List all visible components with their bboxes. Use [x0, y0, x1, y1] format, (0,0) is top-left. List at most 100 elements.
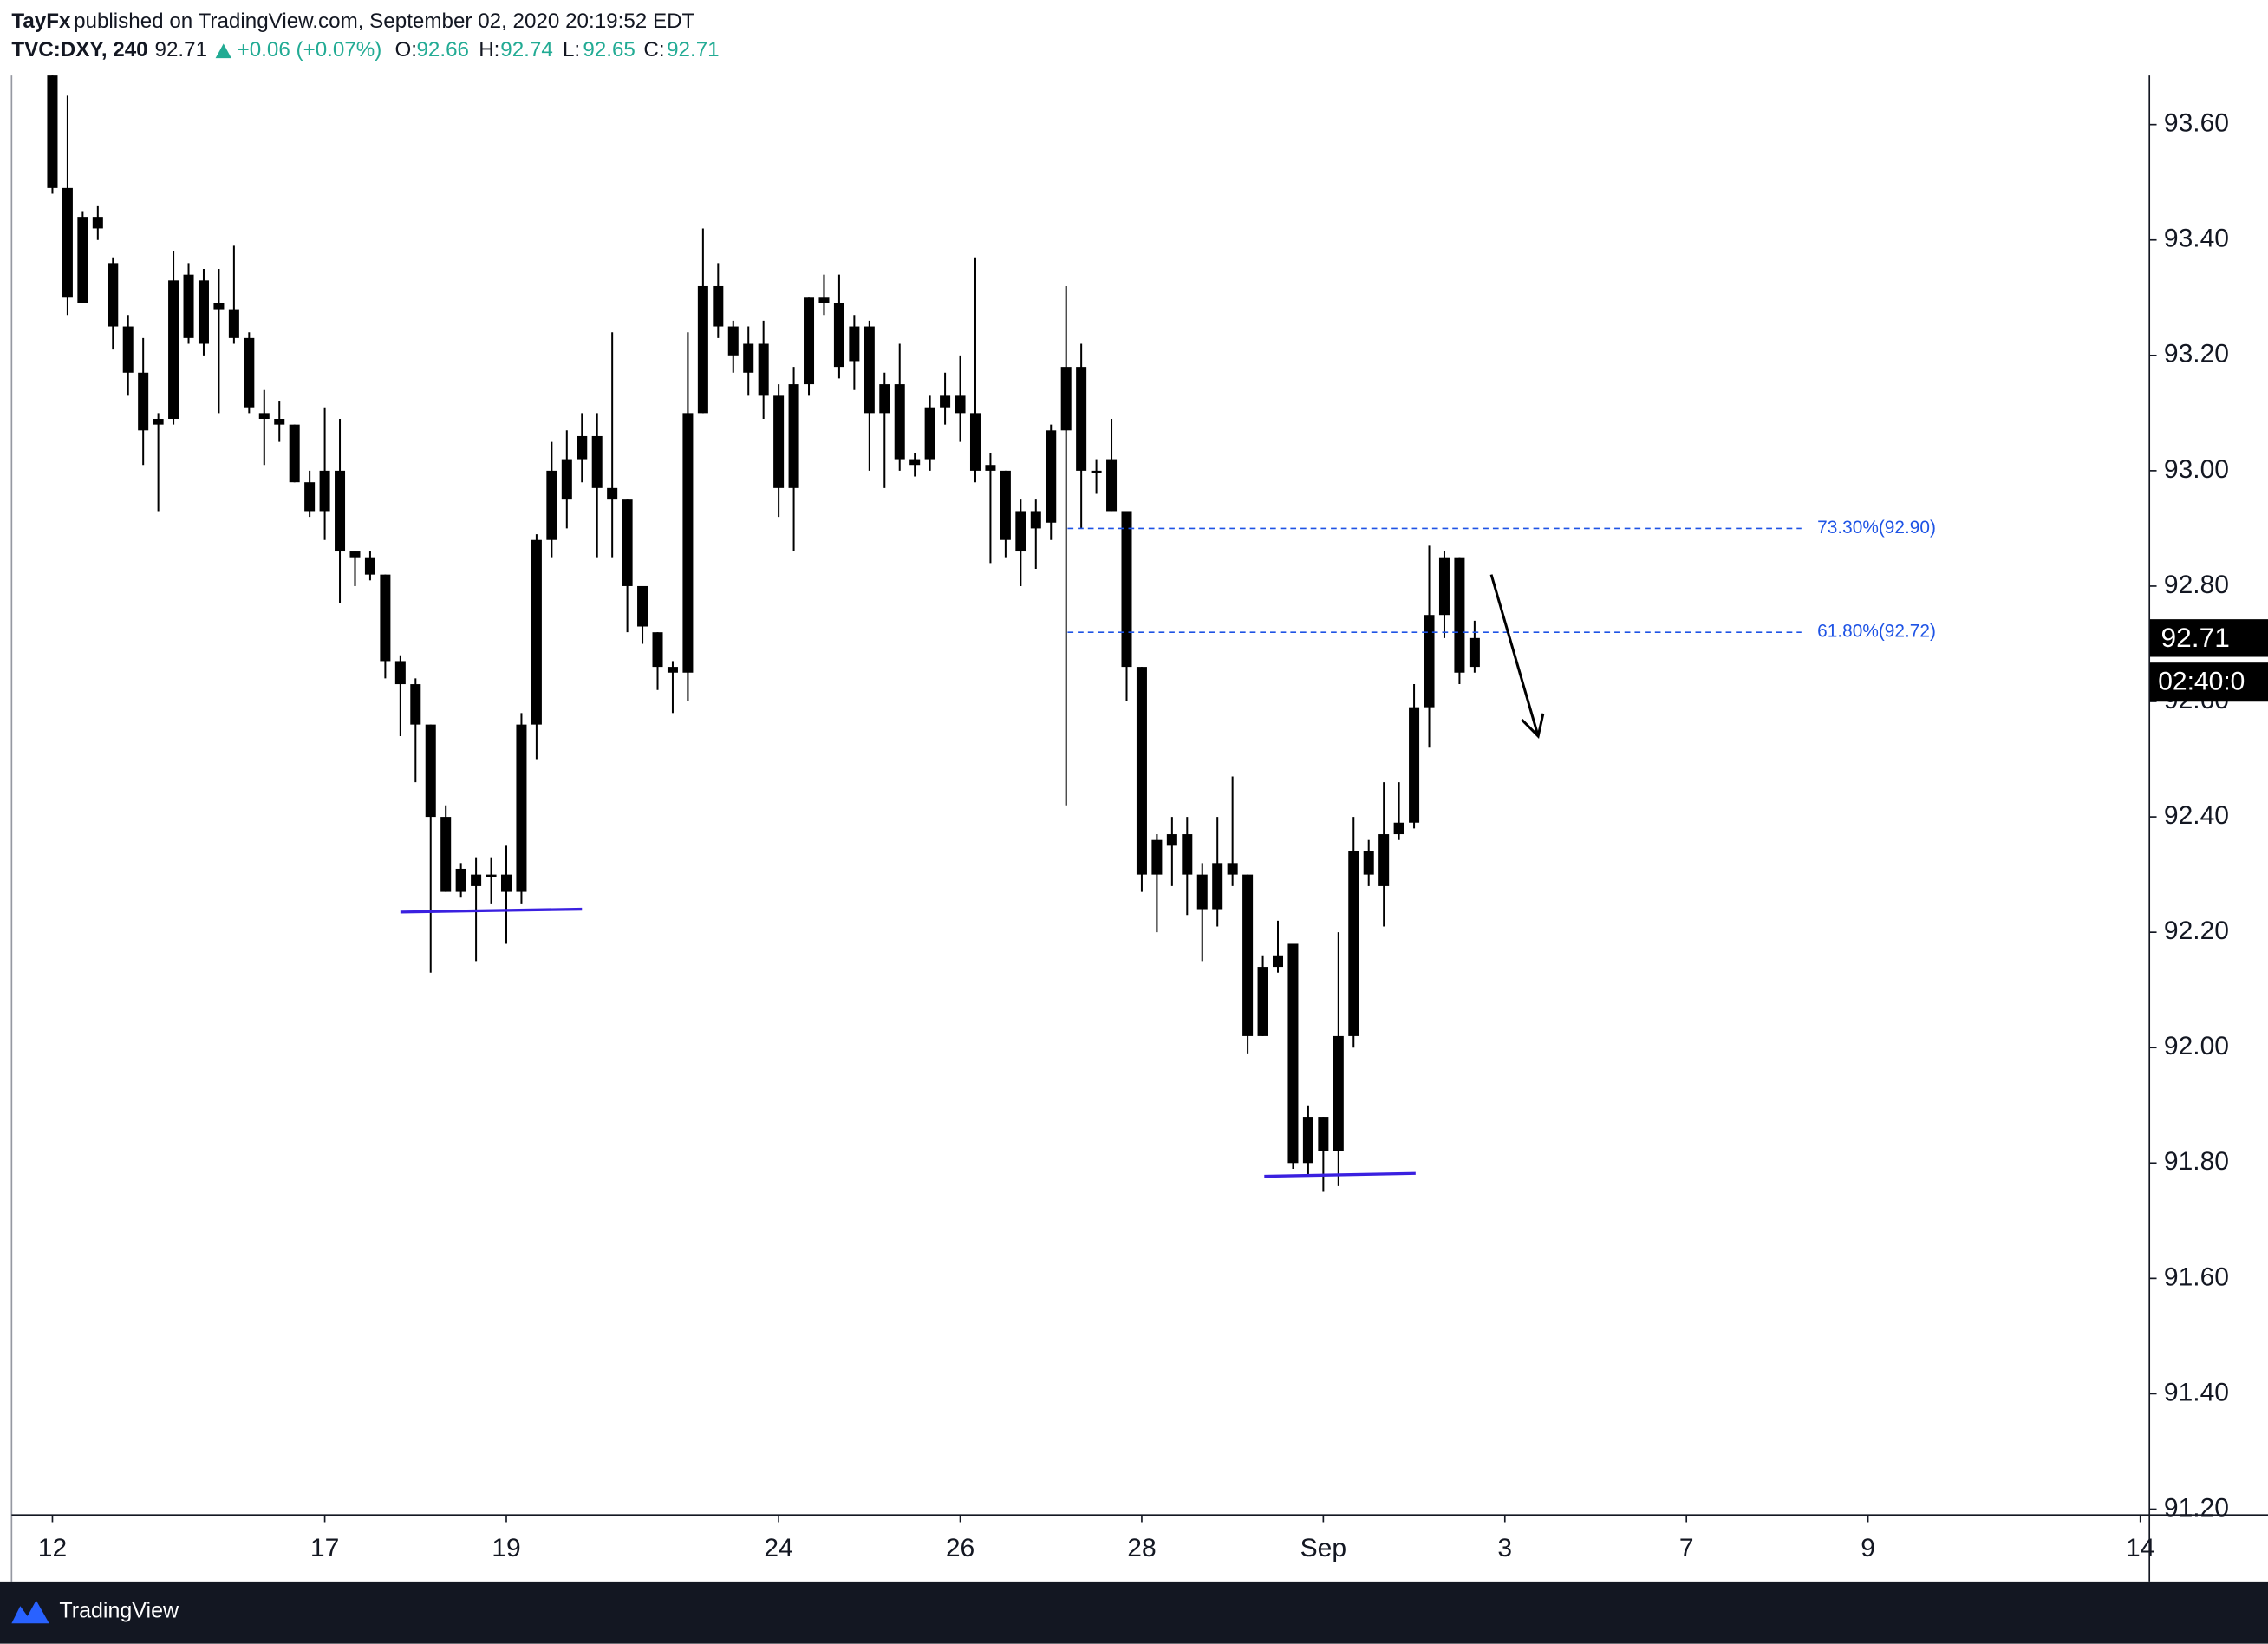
- trend-line: [1264, 1171, 1416, 1178]
- x-tick-label: 19: [492, 1534, 520, 1562]
- candle-body: [77, 217, 88, 303]
- price-marker: [2149, 619, 2268, 657]
- candle-body: [1015, 511, 1026, 552]
- candle-body: [258, 413, 270, 420]
- candle-body: [1393, 822, 1404, 835]
- y-tick-label: 92.20: [2164, 917, 2229, 945]
- candle-body: [1076, 367, 1087, 471]
- candle-body: [667, 667, 678, 673]
- candle-body: [62, 187, 73, 298]
- candle-body: [47, 75, 58, 188]
- ohlc-label: H:: [479, 38, 499, 62]
- candle-body: [637, 585, 648, 627]
- candle-body: [304, 482, 316, 512]
- candle-body: [940, 395, 951, 408]
- y-tick-label: 93.20: [2164, 340, 2229, 369]
- trend-line: [400, 907, 583, 914]
- candle-body: [864, 326, 875, 414]
- y-tick-label: 91.80: [2164, 1147, 2229, 1176]
- candle-body: [471, 874, 482, 886]
- y-tick-label: 93.60: [2164, 109, 2229, 138]
- candle-body: [244, 337, 255, 408]
- candle-body: [153, 419, 164, 425]
- x-tick-label: Sep: [1300, 1534, 1346, 1562]
- candle-body: [440, 817, 452, 892]
- y-tick-label: 93.00: [2164, 455, 2229, 484]
- candle-body: [394, 661, 406, 685]
- candle-body: [1060, 367, 1072, 431]
- candle-body: [591, 435, 603, 488]
- candle-body: [364, 557, 375, 575]
- candle-body: [697, 285, 708, 414]
- candle-body: [1302, 1117, 1313, 1164]
- countdown: 02:40:0: [2158, 667, 2245, 695]
- candle-body: [727, 326, 739, 356]
- candle-body: [1318, 1117, 1329, 1151]
- author: TayFx: [11, 10, 71, 33]
- y-tick-label: 92.40: [2164, 801, 2229, 830]
- candle-body: [622, 499, 633, 586]
- candle-body: [1424, 615, 1435, 708]
- candle-body: [1257, 967, 1268, 1036]
- candle-body: [607, 487, 618, 500]
- candle-body: [1000, 470, 1011, 540]
- x-tick-label: 28: [1127, 1534, 1156, 1562]
- y-tick-label: 93.40: [2164, 225, 2229, 253]
- candle-body: [1378, 834, 1390, 886]
- arrow: [1489, 574, 1545, 739]
- candle-body: [1046, 430, 1057, 523]
- candle-body: [380, 574, 391, 662]
- candle-body: [1166, 834, 1177, 846]
- candle-body: [213, 303, 225, 310]
- candle-body: [319, 470, 330, 512]
- candle-body: [833, 303, 844, 368]
- candle-body: [955, 395, 966, 414]
- candle-body: [1106, 459, 1118, 512]
- candle-body: [108, 263, 119, 327]
- x-tick-label: 24: [764, 1534, 792, 1562]
- candle-body: [1409, 707, 1420, 823]
- fib-label: 73.30%(92.90): [1817, 518, 1936, 538]
- up-icon: [215, 43, 231, 59]
- x-tick-label: 14: [2126, 1534, 2154, 1562]
- last-price: 92.71: [155, 38, 208, 62]
- change: +0.06 (+0.07%): [238, 38, 382, 62]
- candle-body: [561, 459, 572, 500]
- candle-body: [92, 217, 103, 229]
- candle-body: [788, 384, 799, 488]
- y-tick-label: 91.20: [2164, 1493, 2229, 1522]
- footer-bar: [0, 1581, 2268, 1644]
- candle-body: [985, 465, 996, 471]
- y-tick-label: 92.80: [2164, 571, 2229, 599]
- candle-body: [758, 343, 769, 396]
- candle-body: [652, 632, 663, 668]
- candle-body: [1438, 557, 1450, 616]
- plot-area: 73.30%(92.90) 61.80%(92.72): [47, 75, 1936, 1192]
- candle-body: [1454, 557, 1465, 673]
- candle-body: [1469, 637, 1480, 668]
- candle-body: [894, 384, 905, 460]
- candle-body: [713, 285, 724, 327]
- candle-body: [818, 297, 830, 303]
- candle-body: [743, 343, 754, 373]
- candle-body: [909, 459, 921, 466]
- candle-body: [198, 280, 209, 344]
- candle-body: [546, 470, 557, 540]
- candle-body: [1242, 874, 1254, 1036]
- fib-label: 61.80%(92.72): [1817, 622, 1936, 642]
- brand: TradingView: [59, 1599, 179, 1623]
- candle-body: [849, 326, 860, 362]
- ohlc-label: L:: [563, 38, 580, 62]
- candle-body: [1348, 851, 1359, 1036]
- y-tick-label: 91.40: [2164, 1378, 2229, 1406]
- candle-body: [122, 326, 134, 373]
- ohlc-value: 92.71: [667, 38, 720, 62]
- candle-body: [1212, 863, 1223, 910]
- candle-body: [289, 424, 300, 483]
- x-tick-label: 26: [946, 1534, 974, 1562]
- candle-body: [1030, 511, 1041, 529]
- candle-body: [1121, 511, 1132, 668]
- ohlc-label: C:: [643, 38, 664, 62]
